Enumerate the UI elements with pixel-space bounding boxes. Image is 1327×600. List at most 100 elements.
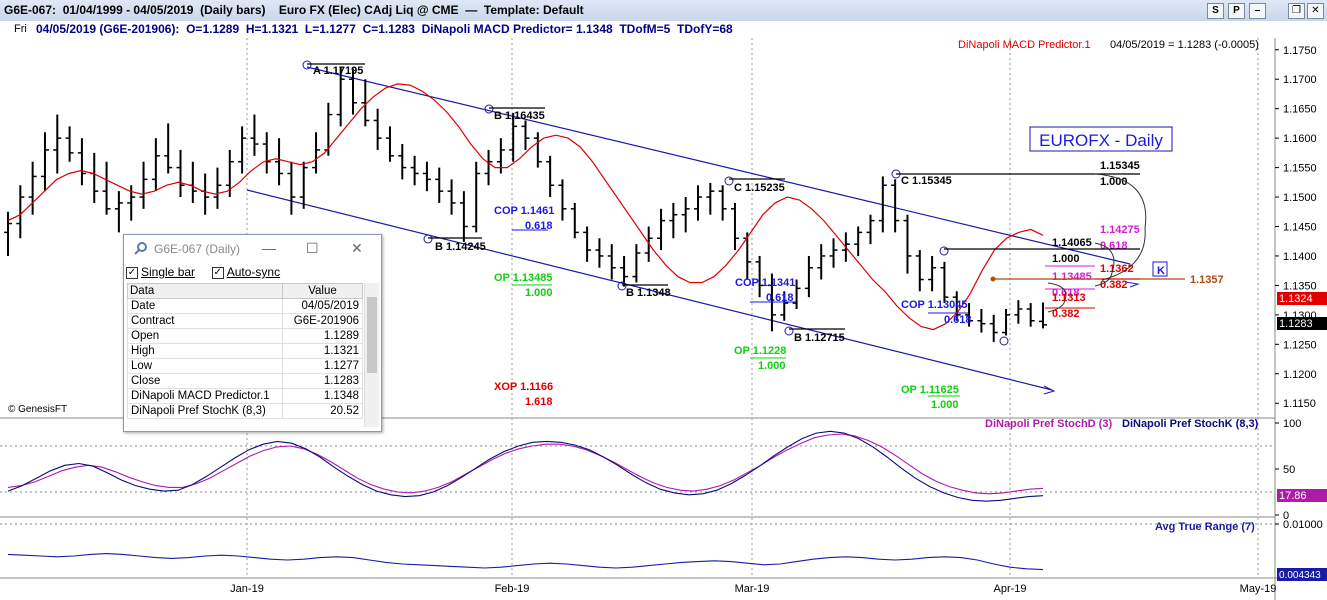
ohlc-bar bbox=[669, 202, 678, 239]
y-tick-label: 1.1550 bbox=[1283, 163, 1317, 175]
ohlc-bar bbox=[336, 67, 345, 127]
annotation-label: 0.382 bbox=[1052, 308, 1080, 320]
k-box bbox=[1152, 261, 1168, 277]
annotation-label: A 1.17195 bbox=[313, 65, 363, 77]
stoch-y-tick-label: 0 bbox=[1283, 510, 1289, 522]
ohlc-bar bbox=[176, 149, 185, 198]
y-tick-label: 1.1600 bbox=[1283, 133, 1317, 145]
ohlc-bar bbox=[829, 238, 838, 268]
data-window-title: G6E-067 (Daily) bbox=[154, 242, 241, 256]
row-value: 04/05/2019 bbox=[282, 298, 363, 314]
ohlc-bar bbox=[804, 255, 813, 298]
chart-area[interactable]: Jan-19 Feb-19 Mar-19 Apr-19 May-19 1.1750 1.17… bbox=[0, 38, 1327, 600]
ohlc-bar bbox=[28, 161, 37, 215]
stoch-k-line bbox=[7, 430, 1044, 502]
ohlc-bar bbox=[730, 202, 739, 251]
scroll-thumb[interactable] bbox=[367, 297, 377, 373]
ohlc-bar bbox=[706, 182, 715, 215]
restore-button[interactable]: ❐ bbox=[1288, 3, 1305, 19]
x-tick-label: Jan-19 bbox=[230, 583, 264, 595]
ohlc-bar bbox=[607, 244, 616, 280]
row-value: 1.1321 bbox=[282, 343, 363, 359]
annotation-label: 0.618 bbox=[525, 220, 553, 232]
annotation-label: 1.000 bbox=[1052, 253, 1080, 265]
row-label: High bbox=[127, 343, 283, 359]
swing-point-marker bbox=[302, 60, 312, 70]
annotation-label: OP 1.13485 bbox=[494, 272, 553, 284]
data-window-options: ✓ Single bar ✓ Auto-sync bbox=[126, 265, 280, 279]
ohlc-bar bbox=[681, 197, 690, 233]
bar-info-text: 04/05/2019 (G6E-201906): O=1.1289 H=1.13… bbox=[36, 22, 733, 36]
ohlc-bar bbox=[915, 250, 924, 292]
annotation-label: B 1.12715 bbox=[794, 332, 845, 344]
y-tick-label: 1.1150 bbox=[1283, 398, 1316, 410]
ohlc-bar bbox=[4, 211, 12, 256]
swing-point-marker bbox=[939, 246, 949, 256]
ohlc-bar bbox=[1026, 303, 1035, 327]
p-button[interactable]: P bbox=[1228, 3, 1245, 19]
day-of-week: Fri bbox=[14, 23, 27, 35]
bar-info-line: Fri 04/05/2019 (G6E-201906): O=1.1289 H=… bbox=[0, 21, 1327, 38]
annotation-label: 1.000 bbox=[525, 287, 553, 299]
ohlc-bar bbox=[398, 144, 407, 180]
atr-line bbox=[7, 553, 1044, 571]
ohlc-bar bbox=[102, 161, 111, 215]
annotation-label: 1.000 bbox=[931, 399, 959, 411]
ohlc-bar bbox=[989, 314, 998, 342]
row-value: 1.1289 bbox=[282, 328, 363, 344]
atr-legend: Avg True Range (7) bbox=[1155, 521, 1255, 533]
maximize-icon[interactable]: ☐ bbox=[306, 240, 319, 256]
ohlc-bar bbox=[1002, 308, 1011, 336]
data-window-scrollbar[interactable] bbox=[364, 283, 379, 427]
ohlc-bar bbox=[965, 303, 974, 327]
ohlc-bar bbox=[817, 244, 826, 280]
channel-arrow bbox=[1043, 385, 1056, 395]
ohlc-bar bbox=[114, 191, 123, 233]
last-price-header: 04/05/2019 = 1.1283 (-0.0005) bbox=[1110, 39, 1259, 51]
stoch-d-line bbox=[7, 433, 1044, 495]
annotation-label: 1.618 bbox=[525, 396, 553, 408]
single-bar-checkbox[interactable]: ✓ bbox=[126, 266, 138, 279]
data-window-titlebar[interactable]: G6E-067 (Daily) — ☐ ✕ bbox=[124, 235, 381, 262]
minimize-icon[interactable]: — bbox=[262, 240, 276, 256]
ohlc-bar bbox=[287, 161, 296, 215]
table-row: Contract G6E-201906 bbox=[127, 313, 363, 329]
ohlc-bar bbox=[866, 214, 875, 245]
ohlc-bar bbox=[349, 68, 357, 115]
row-label: Close bbox=[127, 373, 283, 389]
ohlc-bar bbox=[238, 126, 247, 174]
fib-bracket bbox=[1047, 282, 1067, 313]
ohlc-bar bbox=[940, 261, 949, 304]
y-tick-label: 1.1450 bbox=[1283, 222, 1317, 234]
swing-point-marker bbox=[484, 104, 494, 114]
annotation-label: 0.382 bbox=[1100, 279, 1128, 291]
stoch-d-legend: DiNapoli Pref StochD (3) bbox=[985, 418, 1112, 430]
annotation-label: 1.1362 bbox=[1100, 263, 1134, 275]
close-icon[interactable]: ✕ bbox=[351, 240, 363, 256]
chart-title: EUROFX - Daily bbox=[1039, 131, 1163, 150]
legend-macd-predictor: DiNapoli MACD Predictor.1 bbox=[958, 39, 1091, 51]
minimize-button[interactable]: – bbox=[1249, 3, 1266, 19]
ohlc-bar bbox=[299, 161, 308, 209]
ohlc-bar bbox=[90, 152, 99, 203]
ohlc-bar bbox=[447, 179, 456, 215]
row-value: 1.1277 bbox=[282, 358, 363, 374]
table-row: Open 1.1289 bbox=[127, 328, 363, 344]
annotation-label: 0.618 bbox=[944, 314, 972, 326]
ohlc-bar bbox=[53, 114, 62, 174]
s-button[interactable]: S bbox=[1207, 3, 1224, 19]
y-tick-label: 1.1200 bbox=[1283, 369, 1317, 381]
data-window[interactable]: G6E-067 (Daily) — ☐ ✕ ✓ Single bar ✓ Auto-… bbox=[123, 234, 382, 432]
table-row: Date 04/05/2019 bbox=[127, 298, 363, 314]
ohlc-bar bbox=[657, 208, 666, 251]
ohlc-bar bbox=[262, 132, 271, 174]
ohlc-bar bbox=[250, 114, 259, 156]
current-price-label: 1.1324 bbox=[1279, 293, 1313, 305]
ohlc-bar bbox=[792, 279, 801, 309]
y-tick-label: 1.1250 bbox=[1283, 339, 1317, 351]
auto-sync-checkbox[interactable]: ✓ bbox=[211, 266, 224, 279]
ohlc-bar bbox=[878, 176, 887, 233]
close-button[interactable]: ✕ bbox=[1307, 3, 1324, 19]
fib-bracket bbox=[1094, 173, 1147, 281]
ohlc-bar bbox=[620, 255, 629, 287]
